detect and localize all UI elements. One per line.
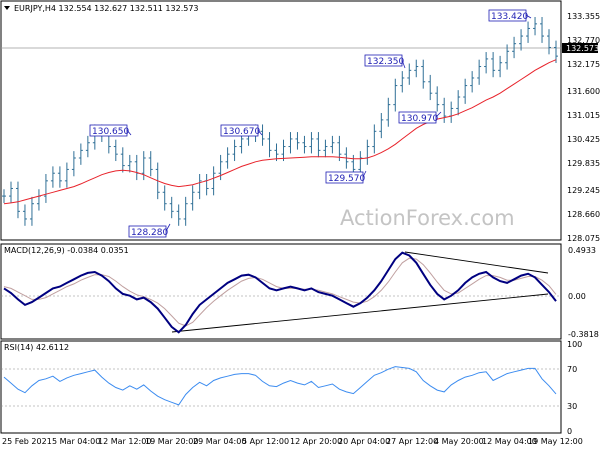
watermark: ActionForex.com — [340, 206, 515, 230]
annotation-label: 130.970 — [401, 114, 438, 124]
annotation-label: 133.420 — [491, 12, 528, 22]
macd-line — [3, 251, 557, 334]
macd-yaxis: 0.4933 0.00 -0.3818 — [568, 246, 599, 339]
price-ytick: 129.835 — [567, 159, 600, 168]
current-price-box — [562, 43, 598, 53]
price-ytick: 128.660 — [567, 210, 600, 219]
annotation-label: 129.570 — [328, 174, 365, 184]
rsi-ytick: 100 — [567, 340, 582, 349]
price-ytick: 131.600 — [567, 87, 600, 96]
rsi-panel-frame — [0, 340, 562, 434]
annotation-130670: 130.670 — [220, 124, 263, 137]
annotation-129570: 129.570 — [325, 170, 367, 184]
macd-ytick: 0.00 — [568, 292, 586, 301]
macd-lower-trendline — [171, 293, 549, 333]
macd-upper-trendline — [404, 251, 549, 274]
price-annotations: 133.420 132.350 130.970 130.670 130.650 … — [89, 9, 532, 238]
price-ytick: 128.075 — [567, 234, 600, 243]
rsi-layer — [3, 366, 557, 406]
price-ytick: 132.175 — [567, 60, 600, 69]
price-panel-frame — [0, 0, 562, 241]
price-header-text: EURJPY,H4 132.554 132.627 132.511 132.57… — [14, 4, 199, 13]
annotation-130970: 130.970 — [398, 111, 442, 124]
dropdown-arrow-icon[interactable] — [4, 6, 10, 10]
x-tick-label: 19 May 12:00 — [528, 437, 583, 446]
price-ytick: 132.770 — [567, 36, 600, 45]
x-tick-label: 27 Apr 12:00 — [386, 437, 438, 446]
annotation-133420: 133.420 — [488, 9, 532, 22]
x-tick-label: 25 Feb 2021 — [2, 437, 52, 446]
macd-header-text: MACD(12,26,9) -0.0384 0.0351 — [4, 246, 129, 255]
annotation-label: 132.350 — [367, 57, 404, 67]
x-tick-label: 12 Mar 12:00 — [98, 437, 151, 446]
price-layer — [2, 17, 558, 226]
rsi-ytick: 30 — [567, 402, 577, 411]
macd-ytick: -0.3818 — [568, 330, 599, 339]
moving-average-line — [3, 59, 557, 205]
rsi-yaxis: 100 70 30 0 — [567, 340, 582, 436]
x-tick-label: 19 Mar 20:00 — [145, 437, 198, 446]
macd-layer — [3, 251, 557, 334]
annotation-label: 130.670 — [223, 127, 260, 137]
annotation-label: 130.650 — [92, 127, 129, 137]
x-tick-label: 12 Apr 20:00 — [290, 437, 342, 446]
annotation-132350: 132.350 — [364, 54, 406, 69]
price-ytick: 130.425 — [567, 135, 600, 144]
price-ytick: 131.015 — [567, 111, 600, 120]
x-tick-label: 29 Mar 04:00 — [193, 437, 246, 446]
annotation-130650: 130.650 — [89, 124, 132, 137]
rsi-ytick: 70 — [567, 365, 577, 374]
x-tick-label: 12 May 04:00 — [482, 437, 537, 446]
symbol-header: EURJPY,H4 132.554 132.627 132.511 132.57… — [4, 4, 199, 13]
macd-signal-line — [3, 257, 557, 327]
price-yaxis: 133.355 132.770 132.175 131.600 131.015 … — [567, 12, 600, 243]
macd-panel-frame — [0, 243, 562, 340]
x-tick-label: 5 Apr 12:00 — [242, 437, 289, 446]
annotation-128280: 128.280 — [128, 223, 171, 238]
x-tick-label: 5 Mar 04:00 — [52, 437, 100, 446]
x-tick-label: 20 Apr 04:00 — [338, 437, 390, 446]
rsi-header-text: RSI(14) 42.6112 — [4, 343, 69, 352]
rsi-ytick: 0 — [567, 427, 572, 436]
price-ytick: 133.355 — [567, 12, 600, 21]
annotation-label: 128.280 — [131, 228, 168, 238]
x-tick-label: 4 May 20:00 — [434, 437, 484, 446]
current-price-label: 132.573 — [566, 44, 599, 53]
price-ytick: 129.245 — [567, 186, 600, 195]
macd-ytick: 0.4933 — [568, 246, 596, 255]
x-axis: 25 Feb 2021 5 Mar 04:00 12 Mar 12:00 19 … — [2, 437, 583, 446]
rsi-line — [3, 366, 557, 406]
